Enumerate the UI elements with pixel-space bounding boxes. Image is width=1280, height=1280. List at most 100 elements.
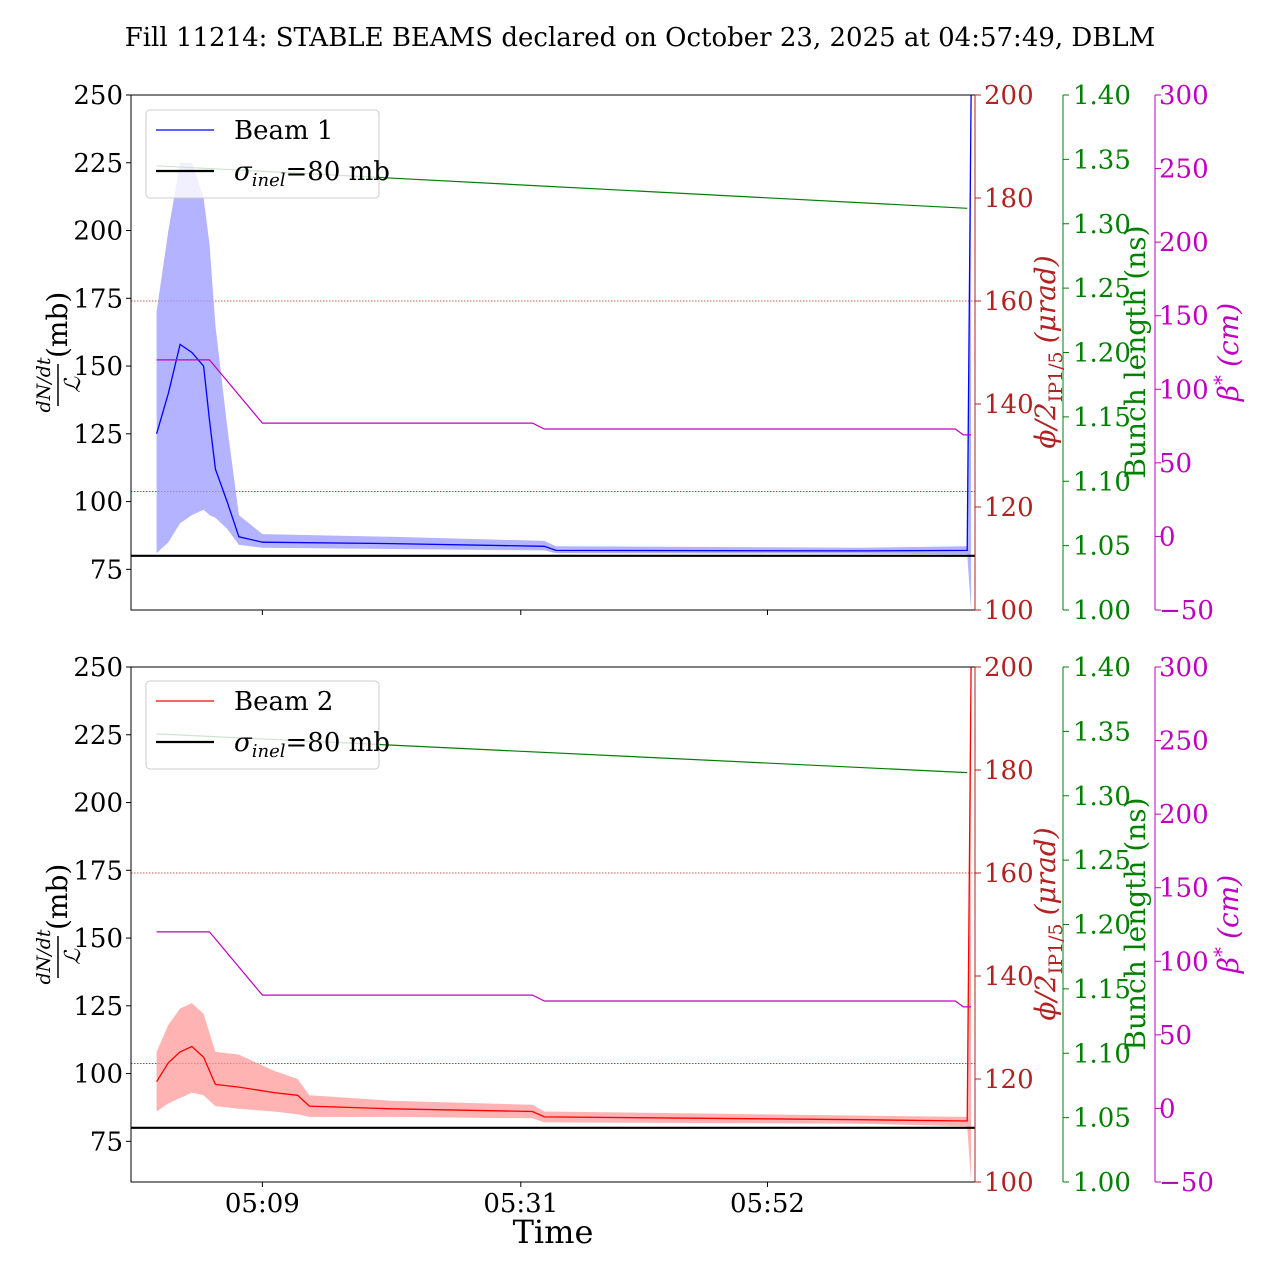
top-panel: 250 225 200 175 150 125 100 75 200 180 160 140 120 10…: [33, 81, 1245, 626]
bottom-beta-tick-label-3: 150: [1159, 874, 1209, 904]
bottom-beta-tick-label-2: 200: [1159, 800, 1209, 830]
top-bunch-tick-label-2: 1.30: [1073, 210, 1131, 240]
top-phi-tick-label-4: 120: [984, 493, 1034, 523]
bottom-phi-tick-label-1: 180: [984, 756, 1034, 786]
time-axis-label: Time: [513, 1213, 594, 1251]
bottom-left-tick-label-0: 250: [73, 653, 123, 683]
bottom-bunch-tick-label-0: 1.40: [1073, 653, 1131, 683]
bottom-left-tick-label-4: 150: [73, 924, 123, 954]
top-beta-axis-label: β* (cm): [1209, 303, 1245, 402]
figure-title: Fill 11214: STABLE BEAMS declared on Oct…: [125, 23, 1156, 53]
top-panel-ticks: 250 225 200 175 150 125 100 75 200 180 160 140 120 10…: [73, 81, 1214, 626]
bottom-legend-sigma-symbol: σ: [234, 728, 253, 758]
top-beta-unit: (cm): [1212, 303, 1245, 367]
bottom-legend-sigma-rest: =80 mb: [286, 728, 390, 758]
bottom-bunch-tick-label-2: 1.30: [1073, 782, 1131, 812]
bottom-bunch-tick-label-6: 1.10: [1073, 1039, 1131, 1069]
top-phi-tick-label-0: 200: [984, 81, 1034, 111]
top-beta-tick-label-3: 150: [1159, 302, 1209, 332]
bottom-beta-star-line: [156, 931, 972, 1008]
top-left-tick-label-3: 175: [73, 284, 123, 314]
bottom-left-unit: (mb): [41, 864, 74, 930]
top-left-tick-label-2: 200: [73, 217, 123, 247]
top-left-tick-label-1: 225: [73, 149, 123, 179]
bottom-bunch-tick-label-4: 1.20: [1073, 911, 1131, 941]
bottom-left-frac-num: dN/dt: [33, 929, 55, 984]
top-bunch-axis-label: Bunch length (ns): [1119, 225, 1152, 478]
bottom-bunch-tick-label-3: 1.25: [1073, 846, 1131, 876]
top-bunch-tick-label-7: 1.05: [1073, 532, 1131, 562]
top-beta-main: β: [1212, 385, 1245, 402]
bottom-beta-sup: *: [1209, 947, 1233, 957]
bottom-phi-axis-label: ϕ/2IP1/5 (μrad): [1029, 827, 1067, 1020]
top-beta-tick-label-6: 0: [1159, 522, 1176, 552]
bottom-phi-unit: (μrad): [1029, 827, 1062, 915]
top-beta-tick-label-4: 100: [1159, 375, 1209, 405]
bottom-phi-main: ϕ/2: [1029, 974, 1062, 1020]
top-left-unit: (mb): [41, 292, 74, 358]
bottom-phi-tick-label-2: 160: [984, 859, 1034, 889]
time-axis-ticks: 05:09 05:31 05:52: [225, 1189, 805, 1219]
x-tick-label-2: 05:52: [730, 1189, 805, 1219]
bottom-bunch-axis-label: Bunch length (ns): [1119, 797, 1152, 1050]
bottom-panel-ticks: 250 225 200 175 150 125 100 75 200 180 160 140 120 10…: [73, 653, 1214, 1198]
top-bunch-tick-label-1: 1.35: [1073, 145, 1131, 175]
top-beam-line: [155, 94, 972, 552]
top-bunch-tick-label-3: 1.25: [1073, 274, 1131, 304]
bottom-legend-box: [145, 680, 380, 770]
top-left-tick-label-0: 250: [73, 81, 123, 111]
top-beta-tick-label-7: −50: [1159, 596, 1214, 626]
top-phi-main: ϕ/2: [1029, 402, 1062, 448]
top-panel-marks: [131, 94, 975, 610]
top-legend-sigma-rest: =80 mb: [286, 157, 390, 187]
bottom-beta-tick-label-4: 100: [1159, 947, 1209, 977]
top-beta-tick-label-2: 200: [1159, 228, 1209, 258]
top-beta-sup: *: [1209, 375, 1233, 385]
top-left-tick-label-6: 100: [73, 488, 123, 518]
top-legend-sigma-symbol: σ: [234, 157, 253, 187]
top-left-tick-label-4: 150: [73, 352, 123, 382]
top-legend: Beam 1 σinel=80 mb: [145, 109, 390, 199]
bottom-bunch-tick-label-5: 1.15: [1073, 975, 1131, 1005]
bottom-beta-unit: (cm): [1212, 875, 1245, 939]
bottom-left-axis-label: dN/dt ℒ (mb): [33, 864, 86, 985]
bottom-beta-main: β: [1212, 957, 1245, 974]
top-legend-box: [145, 109, 380, 199]
top-bunch-tick-label-6: 1.10: [1073, 467, 1131, 497]
bottom-left-tick-label-2: 200: [73, 789, 123, 819]
top-bunch-tick-label-4: 1.20: [1073, 339, 1131, 369]
top-bunch-tick-label-0: 1.40: [1073, 81, 1131, 111]
top-beta-star-line: [156, 359, 972, 436]
bottom-bunch-tick-label-8: 1.00: [1073, 1168, 1131, 1198]
top-phi-tick-label-5: 100: [984, 596, 1034, 626]
bottom-left-tick-label-5: 125: [73, 992, 123, 1022]
top-left-frac-num: dN/dt: [33, 357, 55, 412]
top-phi-axis-label: ϕ/2IP1/5 (μrad): [1029, 255, 1067, 448]
top-left-tick-label-5: 125: [73, 420, 123, 450]
top-legend-sigma-sub: inel: [252, 170, 286, 191]
bottom-beta-tick-label-0: 300: [1159, 653, 1209, 683]
top-left-tick-label-7: 75: [90, 555, 123, 585]
bottom-phi-tick-label-5: 100: [984, 1168, 1034, 1198]
top-phi-unit: (μrad): [1029, 255, 1062, 343]
top-phi-sub: IP1/5: [1045, 351, 1067, 402]
bottom-legend-beam-label: Beam 2: [234, 687, 333, 717]
bottom-beta-tick-label-6: 0: [1159, 1094, 1176, 1124]
top-phi-tick-label-3: 140: [984, 390, 1034, 420]
bottom-phi-tick-label-0: 200: [984, 653, 1034, 683]
bottom-beta-tick-label-7: −50: [1159, 1168, 1214, 1198]
bottom-left-tick-label-3: 175: [73, 856, 123, 886]
bottom-left-tick-label-6: 100: [73, 1060, 123, 1090]
bottom-beam-line: [156, 666, 972, 1122]
bottom-bunch-tick-label-7: 1.05: [1073, 1104, 1131, 1134]
top-left-frac-den: ℒ: [61, 376, 86, 393]
top-beta-tick-label-1: 250: [1159, 155, 1209, 185]
bottom-legend: Beam 2 σinel=80 mb: [145, 680, 390, 770]
bottom-left-frac-den: ℒ: [61, 948, 86, 965]
bottom-panel: 250 225 200 175 150 125 100 75 200 180 160 140 120 10…: [33, 653, 1245, 1198]
x-tick-label-1: 05:31: [483, 1189, 558, 1219]
top-legend-sigma-label: σinel=80 mb: [234, 157, 390, 191]
top-beta-tick-label-5: 50: [1159, 449, 1192, 479]
bottom-bunch-tick-label-1: 1.35: [1073, 717, 1131, 747]
